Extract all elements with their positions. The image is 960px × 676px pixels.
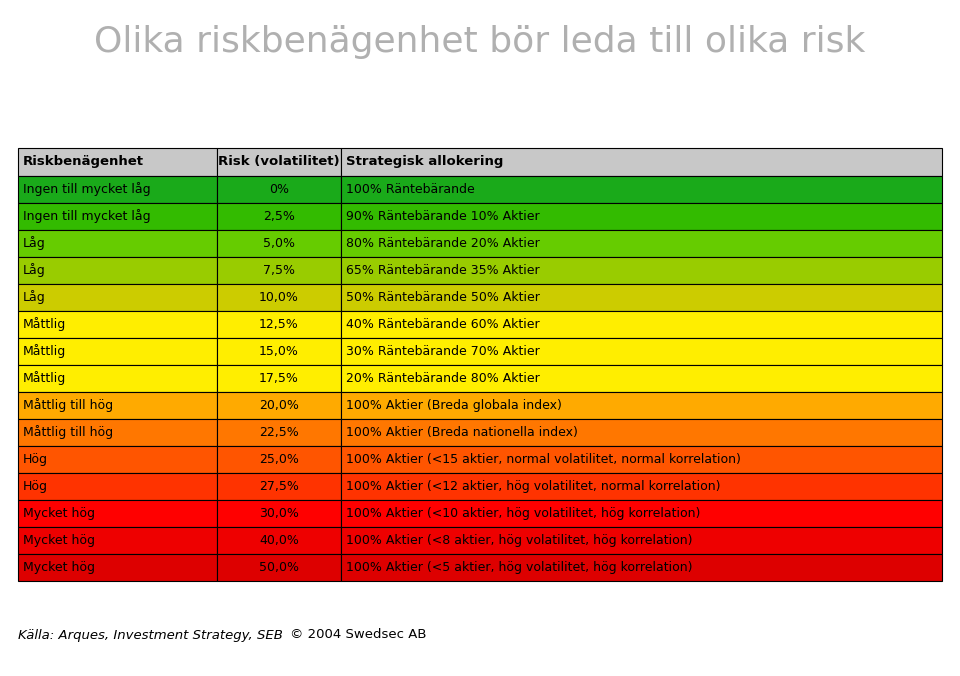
- Text: 100% Aktier (Breda nationella index): 100% Aktier (Breda nationella index): [347, 426, 578, 439]
- Text: Måttlig till hög: Måttlig till hög: [23, 425, 113, 439]
- Text: 100% Aktier (<15 aktier, normal volatilitet, normal korrelation): 100% Aktier (<15 aktier, normal volatili…: [347, 453, 741, 466]
- Text: Riskbenägenhet: Riskbenägenhet: [23, 155, 144, 168]
- Text: 100% Räntebärande: 100% Räntebärande: [347, 183, 475, 196]
- Text: Risk (volatilitet): Risk (volatilitet): [218, 155, 340, 168]
- Text: Måttlig till hög: Måttlig till hög: [23, 399, 113, 412]
- Text: Låg: Låg: [23, 237, 46, 251]
- Text: Ingen till mycket låg: Ingen till mycket låg: [23, 183, 151, 197]
- Text: Måttlig: Måttlig: [23, 372, 66, 385]
- Text: 20,0%: 20,0%: [259, 399, 299, 412]
- Text: 30% Räntebärande 70% Aktier: 30% Räntebärande 70% Aktier: [347, 345, 540, 358]
- Text: Källa: Arques, Investment Strategy, SEB: Källa: Arques, Investment Strategy, SEB: [18, 629, 283, 642]
- Text: 50,0%: 50,0%: [259, 561, 299, 574]
- Text: 90% Räntebärande 10% Aktier: 90% Räntebärande 10% Aktier: [347, 210, 540, 223]
- Text: 100% Aktier (<5 aktier, hög volatilitet, hög korrelation): 100% Aktier (<5 aktier, hög volatilitet,…: [347, 561, 693, 574]
- Text: 65% Räntebärande 35% Aktier: 65% Räntebärande 35% Aktier: [347, 264, 540, 277]
- Text: Mycket hög: Mycket hög: [23, 507, 95, 520]
- Text: 15,0%: 15,0%: [259, 345, 299, 358]
- Text: 40,0%: 40,0%: [259, 534, 299, 547]
- Text: Låg: Låg: [23, 264, 46, 277]
- Text: 17,5%: 17,5%: [259, 372, 299, 385]
- Text: 50% Räntebärande 50% Aktier: 50% Räntebärande 50% Aktier: [347, 291, 540, 304]
- Text: Måttlig: Måttlig: [23, 318, 66, 331]
- Text: Olika riskbenägenhet bör leda till olika risk: Olika riskbenägenhet bör leda till olika…: [94, 25, 866, 59]
- Text: 7,5%: 7,5%: [263, 264, 295, 277]
- Text: Strategisk allokering: Strategisk allokering: [347, 155, 504, 168]
- Text: 20% Räntebärande 80% Aktier: 20% Räntebärande 80% Aktier: [347, 372, 540, 385]
- Text: Mycket hög: Mycket hög: [23, 561, 95, 574]
- Text: 12,5%: 12,5%: [259, 318, 299, 331]
- Text: Hög: Hög: [23, 453, 48, 466]
- Text: 100% Aktier (Breda globala index): 100% Aktier (Breda globala index): [347, 399, 563, 412]
- Text: 0%: 0%: [269, 183, 289, 196]
- Text: 25,0%: 25,0%: [259, 453, 299, 466]
- Text: Låg: Låg: [23, 291, 46, 304]
- Text: 22,5%: 22,5%: [259, 426, 299, 439]
- Text: 100% Aktier (<10 aktier, hög volatilitet, hög korrelation): 100% Aktier (<10 aktier, hög volatilitet…: [347, 507, 701, 520]
- Text: 40% Räntebärande 60% Aktier: 40% Räntebärande 60% Aktier: [347, 318, 540, 331]
- Text: 2,5%: 2,5%: [263, 210, 295, 223]
- Text: 100% Aktier (<8 aktier, hög volatilitet, hög korrelation): 100% Aktier (<8 aktier, hög volatilitet,…: [347, 534, 693, 547]
- Text: Mycket hög: Mycket hög: [23, 534, 95, 547]
- Text: 30,0%: 30,0%: [259, 507, 299, 520]
- Text: 80% Räntebärande 20% Aktier: 80% Räntebärande 20% Aktier: [347, 237, 540, 250]
- Text: Måttlig: Måttlig: [23, 345, 66, 358]
- Text: 10,0%: 10,0%: [259, 291, 299, 304]
- Text: 5,0%: 5,0%: [263, 237, 295, 250]
- Text: Hög: Hög: [23, 480, 48, 493]
- Text: © 2004 Swedsec AB: © 2004 Swedsec AB: [290, 629, 426, 642]
- Text: 27,5%: 27,5%: [259, 480, 299, 493]
- Text: 100% Aktier (<12 aktier, hög volatilitet, normal korrelation): 100% Aktier (<12 aktier, hög volatilitet…: [347, 480, 721, 493]
- Text: Ingen till mycket låg: Ingen till mycket låg: [23, 210, 151, 224]
